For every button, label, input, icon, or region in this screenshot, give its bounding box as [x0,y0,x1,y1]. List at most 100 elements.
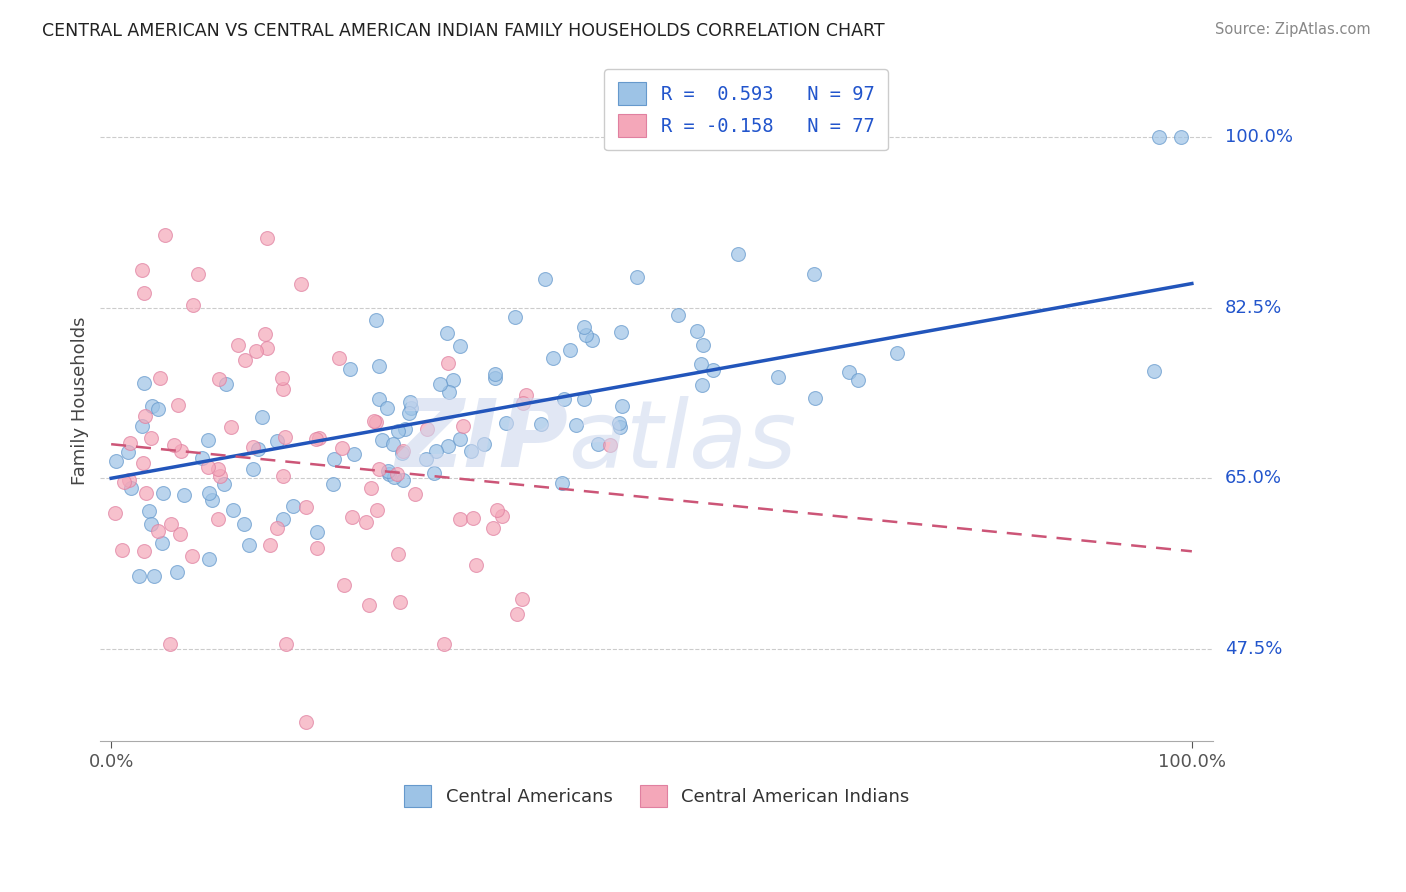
Point [166,565,188,579]
Point [491,509,513,524]
Point [429,377,451,392]
Point [281,500,304,514]
Point [610,325,633,339]
Point [1149,130,1171,145]
Text: Source: ZipAtlas.com: Source: ZipAtlas.com [1215,22,1371,37]
Point [256,231,278,245]
Point [392,473,415,487]
Point [485,502,508,516]
Point [222,502,245,516]
Point [364,313,387,327]
Point [702,362,724,376]
Point [118,473,141,487]
Point [804,392,827,406]
Point [366,503,388,517]
Point [132,544,155,558]
Point [150,535,173,549]
Point [370,434,392,448]
Point [131,418,153,433]
Text: ZIP: ZIP [395,395,568,487]
Point [132,286,155,301]
Point [233,352,256,367]
Point [359,599,381,613]
Point [803,267,825,281]
Point [460,444,482,458]
Point [271,469,294,483]
Point [463,510,485,524]
Point [271,382,294,396]
Text: 82.5%: 82.5% [1225,299,1282,317]
Point [581,334,603,348]
Point [503,310,526,324]
Point [588,436,610,450]
Point [160,517,183,532]
Point [838,365,860,379]
Point [367,392,389,406]
Point [238,538,260,552]
Point [609,420,631,434]
Point [505,607,527,622]
Point [308,431,330,445]
Point [846,372,869,386]
Point [599,438,621,452]
Point [219,420,242,434]
Y-axis label: Family Households: Family Households [72,316,89,484]
Point [425,444,447,458]
Point [201,492,224,507]
Point [727,247,749,261]
Point [181,298,204,312]
Point [170,444,193,458]
Point [575,328,598,343]
Text: 65.0%: 65.0% [1225,469,1282,487]
Point [450,338,472,352]
Point [256,341,278,355]
Point [385,467,408,481]
Point [404,487,426,501]
Point [149,371,172,385]
Point [197,460,219,475]
Point [572,319,595,334]
Point [173,488,195,502]
Point [377,465,399,479]
Point [495,417,517,431]
Point [1143,364,1166,378]
Point [610,399,633,413]
Point [439,384,461,399]
Point [169,527,191,541]
Point [364,415,387,429]
Point [482,521,505,535]
Point [290,277,312,292]
Legend: Central Americans, Central American Indians: Central Americans, Central American Indi… [396,778,917,814]
Point [141,431,163,445]
Point [139,516,162,531]
Point [391,444,413,458]
Point [112,475,135,490]
Point [246,442,269,456]
Point [626,270,648,285]
Text: atlas: atlas [568,396,796,487]
Point [572,392,595,407]
Point [689,357,711,371]
Point [226,337,249,351]
Point [117,445,139,459]
Point [510,592,533,607]
Point [441,373,464,387]
Point [449,512,471,526]
Point [187,267,209,281]
Point [135,485,157,500]
Point [322,476,344,491]
Text: CENTRAL AMERICAN VS CENTRAL AMERICAN INDIAN FAMILY HOUSEHOLDS CORRELATION CHART: CENTRAL AMERICAN VS CENTRAL AMERICAN IND… [42,22,884,40]
Point [134,409,156,423]
Point [181,549,204,563]
Point [266,521,288,535]
Point [534,271,557,285]
Point [391,446,413,460]
Point [191,450,214,465]
Point [564,418,586,433]
Point [146,402,169,417]
Point [387,547,409,561]
Point [273,512,295,526]
Point [1170,130,1192,145]
Point [423,466,446,480]
Point [436,326,458,341]
